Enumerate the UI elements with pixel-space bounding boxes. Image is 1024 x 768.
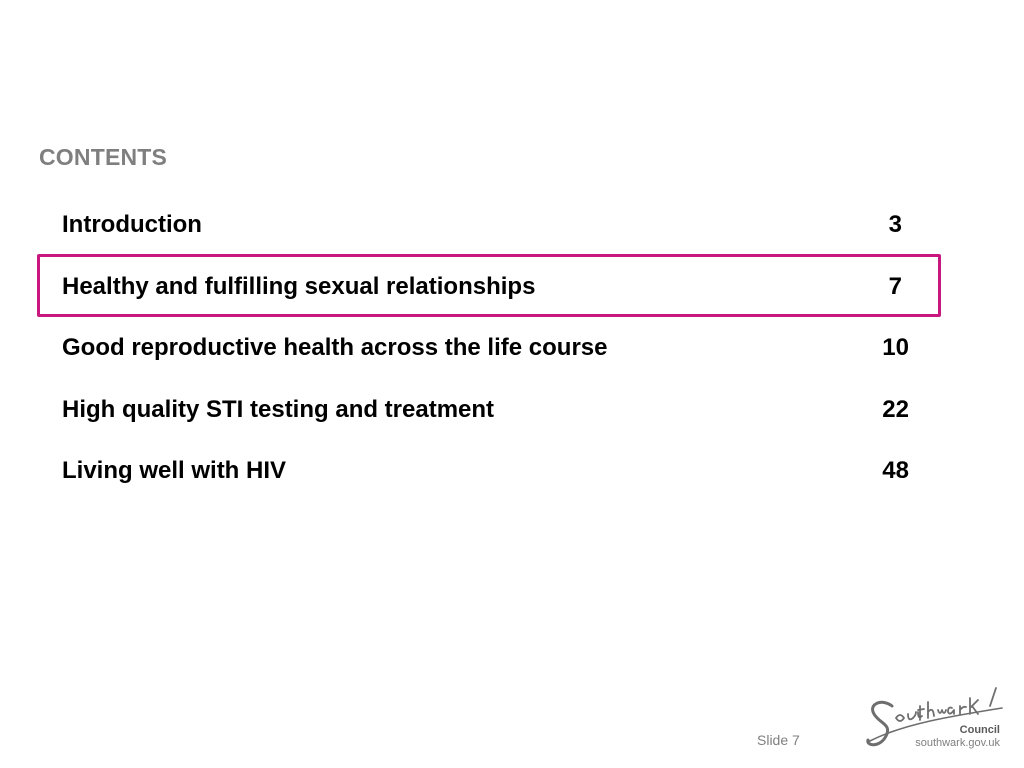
- logo-council-text: Council: [959, 724, 1000, 736]
- current-section-highlight: [37, 254, 941, 317]
- toc-item-page: 3: [888, 211, 902, 238]
- toc-item-page: 48: [882, 457, 909, 484]
- toc-item-title: Healthy and fulfilling sexual relationsh…: [62, 273, 536, 300]
- slide-number: Slide 7: [757, 732, 800, 748]
- toc-item-title: Living well with HIV: [62, 457, 287, 484]
- toc-item-title: Good reproductive health across the life…: [62, 334, 608, 361]
- contents-heading: CONTENTS: [39, 144, 168, 170]
- toc-item-reproductive-health[interactable]: Good reproductive health across the life…: [62, 334, 912, 364]
- toc-item-title: High quality STI testing and treatment: [62, 396, 495, 423]
- southwark-council-logo: Council southwark.gov.uk: [862, 684, 1010, 756]
- toc-item-title: Introduction: [62, 211, 202, 238]
- toc-item-sti-testing[interactable]: High quality STI testing and treatment 2…: [62, 396, 912, 426]
- toc-item-page: 22: [882, 396, 909, 423]
- toc-item-page: 10: [882, 334, 909, 361]
- toc-item-living-with-hiv[interactable]: Living well with HIV 48: [62, 457, 912, 487]
- logo-url-text: southwark.gov.uk: [915, 737, 1000, 749]
- toc-item-introduction[interactable]: Introduction 3: [62, 211, 912, 241]
- toc-item-healthy-relationships[interactable]: Healthy and fulfilling sexual relationsh…: [62, 273, 912, 303]
- toc-item-page: 7: [888, 273, 902, 300]
- southwark-wordmark-icon: [866, 687, 1003, 747]
